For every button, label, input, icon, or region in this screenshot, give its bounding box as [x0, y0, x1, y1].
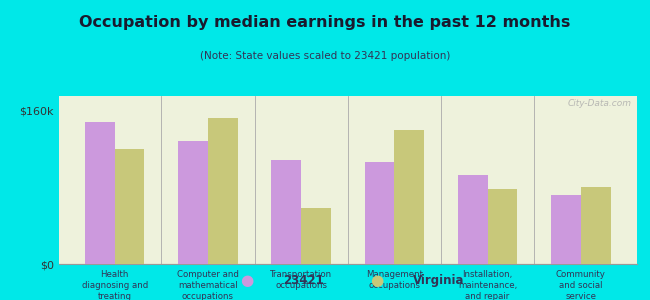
Bar [365, 162, 395, 264]
Bar [301, 208, 331, 264]
Bar [395, 130, 424, 264]
Text: Virginia: Virginia [413, 274, 464, 287]
Bar [551, 195, 581, 264]
Bar [458, 175, 488, 264]
Bar [488, 189, 517, 264]
Text: (Note: State values scaled to 23421 population): (Note: State values scaled to 23421 popu… [200, 51, 450, 61]
Bar [208, 118, 238, 264]
Text: City-Data.com: City-Data.com [567, 99, 631, 108]
Text: Occupation by median earnings in the past 12 months: Occupation by median earnings in the pas… [79, 15, 571, 30]
Bar [114, 149, 144, 264]
Text: 23421: 23421 [283, 274, 324, 287]
Text: ●: ● [240, 273, 254, 288]
Bar [84, 122, 114, 264]
Bar [581, 187, 611, 264]
Text: ●: ● [370, 273, 383, 288]
Bar [178, 141, 208, 264]
Bar [271, 160, 301, 264]
